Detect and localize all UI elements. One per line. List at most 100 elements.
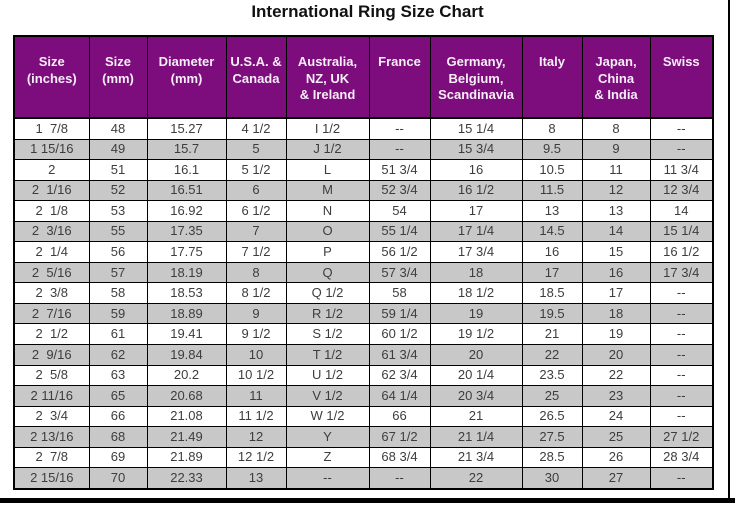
table-cell: 48 (88, 117, 148, 140)
table-cell: 20 1/4 (429, 364, 523, 387)
table-cell: 2 7/8 (13, 446, 90, 469)
table-cell: 13 (225, 467, 287, 490)
column-header: Diameter (mm) (146, 35, 227, 119)
table-row: 2 51 16.1 5 1/2 L 51 3/4 16 10.5 11 11 3/4 (13, 159, 714, 181)
table-cell: 65 (88, 385, 148, 407)
table-cell: 58 (88, 282, 148, 304)
table-cell: 13 (521, 200, 583, 222)
column-header: Italy (521, 35, 583, 119)
table-cell: 12 (581, 179, 651, 202)
column-header: Size (inches) (13, 35, 90, 119)
table-cell: 18 1/2 (429, 282, 523, 304)
table-cell: P (285, 241, 370, 263)
table-cell: 70 (88, 467, 148, 490)
table-cell: 69 (88, 446, 148, 469)
table-cell: 67 1/2 (368, 426, 431, 448)
table-cell: 17 3/4 (649, 261, 714, 284)
table-cell: 27 (581, 467, 651, 490)
table-cell: 9.5 (521, 138, 583, 161)
right-frame-line (728, 0, 730, 498)
table-cell: -- (368, 117, 431, 140)
ring-size-table: Size (inches) Size (mm) Diameter (mm) U.S.A… (13, 35, 714, 490)
table-cell: 10 (225, 344, 287, 366)
table-cell: 10 1/2 (225, 364, 287, 387)
table-cell: 51 3/4 (368, 159, 431, 181)
table-cell: 10.5 (521, 159, 583, 181)
table-cell: 53 (88, 200, 148, 222)
table-cell: 55 1/4 (368, 220, 431, 243)
table-cell: 30 (521, 467, 583, 490)
table-cell: 2 15/16 (13, 467, 90, 490)
table-cell: 9 (581, 138, 651, 161)
table-cell: 20.68 (146, 385, 227, 407)
table-row: 2 1/4 56 17.75 7 1/2 P 56 1/2 17 3/4 16 15 16 1/2 (13, 241, 714, 263)
table-cell: 2 13/16 (13, 426, 90, 448)
table-row: 1 7/8 48 15.27 4 1/2 I 1/2 -- 15 1/4 8 8 -- (13, 117, 714, 140)
table-cell: 20 3/4 (429, 385, 523, 407)
table-cell: 22.33 (146, 467, 227, 490)
table-cell: 21 1/4 (429, 426, 523, 448)
table-cell: 8 (225, 261, 287, 284)
table-cell: 16 1/2 (649, 241, 714, 263)
table-cell: 61 3/4 (368, 344, 431, 366)
table-cell: 51 (88, 159, 148, 181)
table-cell: Y (285, 426, 370, 448)
table-cell: 11.5 (521, 179, 583, 202)
table-row: 2 7/16 59 18.89 9 R 1/2 59 1/4 19 19.5 18 -- (13, 302, 714, 325)
table-cell: 14 (581, 220, 651, 243)
table-cell: 20 (581, 344, 651, 366)
table-cell: 68 3/4 (368, 446, 431, 469)
table-cell: 2 1/4 (13, 241, 90, 263)
table-cell: 62 3/4 (368, 364, 431, 387)
table-cell: 21 3/4 (429, 446, 523, 469)
table-cell: -- (368, 138, 431, 161)
table-cell: 4 1/2 (225, 117, 287, 140)
table-cell: 21 (521, 323, 583, 346)
table-cell: 19 (581, 323, 651, 346)
table-cell: 52 3/4 (368, 179, 431, 202)
table-cell: R 1/2 (285, 302, 370, 325)
table-row: 2 5/16 57 18.19 8 Q 57 3/4 18 17 16 17 3/4 (13, 261, 714, 284)
table-cell: I 1/2 (285, 117, 370, 140)
table-cell: N (285, 200, 370, 222)
table-cell: -- (649, 467, 714, 490)
table-cell: 26.5 (521, 405, 583, 428)
table-cell: L (285, 159, 370, 181)
table-cell: 15 1/4 (429, 117, 523, 140)
column-header: Australia, NZ, UK & Ireland (285, 35, 370, 119)
table-cell: 66 (88, 405, 148, 428)
table-cell: 21 (429, 405, 523, 428)
table-cell: 14 (649, 200, 714, 222)
table-cell: 16 (429, 159, 523, 181)
table-row: 2 15/16 70 22.33 13 -- -- 22 30 27 -- (13, 467, 714, 490)
table-cell: -- (649, 364, 714, 387)
table-cell: 19 1/2 (429, 323, 523, 346)
table-row: 2 3/16 55 17.35 7 O 55 1/4 17 1/4 14.5 14 15 1/4 (13, 220, 714, 243)
table-cell: 16 1/2 (429, 179, 523, 202)
table-cell: 1 7/8 (13, 117, 90, 140)
table-cell: 9 (225, 302, 287, 325)
table-cell: Z (285, 446, 370, 469)
bottom-frame-line (0, 498, 735, 503)
table-cell: 17 1/4 (429, 220, 523, 243)
table-cell: 63 (88, 364, 148, 387)
table-row: 2 3/8 58 18.53 8 1/2 Q 1/2 58 18 1/2 18.5 17 -- (13, 282, 714, 304)
table-cell: 8 (581, 117, 651, 140)
table-cell: 5 1/2 (225, 159, 287, 181)
table-row: 2 1/8 53 16.92 6 1/2 N 54 17 13 13 14 (13, 200, 714, 222)
table-row: 2 13/16 68 21.49 12 Y 67 1/2 21 1/4 27.5 25 27 1/… (13, 426, 714, 448)
table-cell: 15 3/4 (429, 138, 523, 161)
table-cell: 2 1/2 (13, 323, 90, 346)
table-cell: 26 (581, 446, 651, 469)
table-cell: S 1/2 (285, 323, 370, 346)
table-cell: 22 (429, 467, 523, 490)
table-cell: -- (649, 282, 714, 304)
table-cell: 17 (429, 200, 523, 222)
table-cell: 2 3/16 (13, 220, 90, 243)
table-cell: -- (285, 467, 370, 490)
table-cell: 64 1/4 (368, 385, 431, 407)
table-cell: 2 1/16 (13, 179, 90, 202)
table-cell: Q (285, 261, 370, 284)
table-cell: 57 3/4 (368, 261, 431, 284)
table-cell: 27 1/2 (649, 426, 714, 448)
